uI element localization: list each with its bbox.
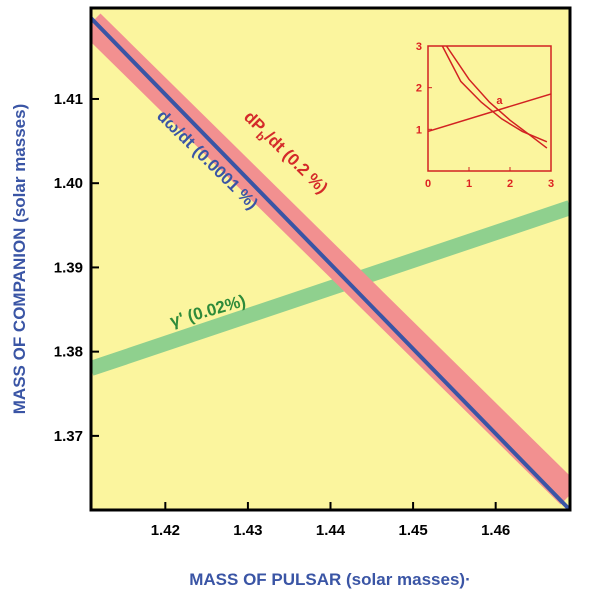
inset-curve-domegadt — [441, 46, 548, 143]
plot-frame — [89, 6, 572, 512]
x-tick-label: 1.42 — [151, 522, 180, 539]
inset-x-tick-label: 1 — [466, 178, 472, 190]
inset-curves — [428, 46, 551, 149]
inset-x-tick-label: 2 — [507, 178, 513, 190]
inset-plot: 0 1 2 3 1 2 3 a — [416, 41, 554, 190]
y-tick-label: 1.40 — [54, 175, 83, 192]
constraint-bands — [91, 13, 570, 510]
x-tick-label: 1.45 — [398, 522, 427, 539]
inset-ticks: 0 1 2 3 1 2 3 — [416, 41, 554, 190]
inset-x-tick-label: 3 — [548, 178, 554, 190]
inset-y-tick-label: 1 — [416, 124, 422, 136]
inset-curve-gamma — [428, 93, 551, 133]
y-axis-title: MASS OF COMPANION (solar masses) — [10, 104, 29, 414]
x-tick-label: 1.46 — [481, 522, 510, 539]
x-axis-title: MASS OF PULSAR (solar masses)· — [189, 570, 471, 589]
x-tick-label: 1.44 — [316, 522, 346, 539]
gamma-band — [91, 200, 570, 376]
x-tick-label: 1.43 — [233, 522, 262, 539]
y-tick-label: 1.37 — [54, 428, 83, 445]
inset-curve-dpbdt — [445, 46, 548, 149]
y-axis-ticks: 1.37 1.38 1.39 1.40 1.41 — [54, 91, 99, 445]
inset-y-tick-label: 3 — [416, 41, 422, 53]
y-tick-label: 1.38 — [54, 344, 83, 361]
y-tick-label: 1.39 — [54, 259, 83, 276]
y-tick-label: 1.41 — [54, 91, 83, 108]
inset-annotation: a — [496, 95, 503, 107]
omega-dot-line — [91, 16, 570, 510]
x-axis-ticks: 1.42 1.43 1.44 1.45 1.46 — [151, 502, 510, 539]
inset-y-tick-label: 2 — [416, 83, 422, 95]
inset-x-tick-label: 0 — [425, 178, 431, 190]
